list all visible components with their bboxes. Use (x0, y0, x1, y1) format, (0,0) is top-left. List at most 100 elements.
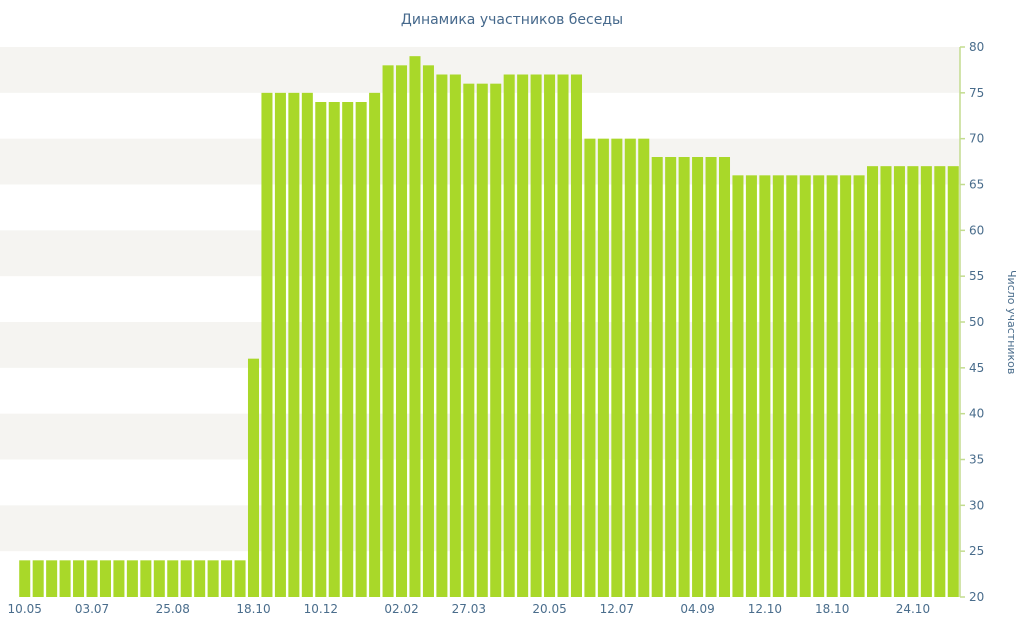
bar (369, 92, 381, 597)
bar (692, 157, 704, 597)
bar (315, 102, 327, 597)
bar (328, 102, 340, 597)
bar (786, 175, 798, 597)
bar (813, 175, 825, 597)
bar (934, 166, 946, 598)
bar (570, 74, 582, 597)
bar (476, 83, 488, 598)
x-tick-label: 12.07 (600, 602, 634, 616)
bar (234, 560, 246, 597)
bar (880, 166, 892, 598)
bar (893, 166, 905, 598)
bar (19, 560, 31, 597)
y-tick-label: 70 (969, 132, 984, 146)
bar (611, 138, 623, 598)
x-tick-label: 10.05 (8, 602, 42, 616)
bar (436, 74, 448, 597)
bar (409, 56, 421, 598)
bar (907, 166, 919, 598)
bar (597, 138, 609, 598)
bar (113, 560, 125, 597)
bar (517, 74, 529, 597)
bar (638, 138, 650, 598)
bar (46, 560, 58, 597)
bar (665, 157, 677, 597)
y-tick-label: 35 (969, 453, 984, 467)
x-tick-label: 24.10 (896, 602, 930, 616)
bar (301, 92, 313, 597)
bar (140, 560, 152, 597)
bar (153, 560, 165, 597)
bar (544, 74, 556, 597)
bar (490, 83, 502, 598)
bar (288, 92, 300, 597)
bar (247, 358, 260, 597)
bar (678, 157, 690, 597)
bar (705, 157, 717, 597)
bar (396, 65, 408, 597)
y-tick-label: 50 (969, 315, 984, 329)
bar (718, 157, 731, 597)
bar (86, 560, 98, 597)
bar (799, 175, 811, 597)
bar (867, 166, 879, 598)
bar (422, 65, 434, 597)
y-tick-label: 80 (969, 40, 984, 54)
x-tick-label: 04.09 (680, 602, 714, 616)
bar (32, 560, 44, 597)
x-tick-label: 10.12 (304, 602, 338, 616)
bar (194, 560, 206, 597)
bar (947, 166, 959, 598)
y-tick-label: 40 (969, 407, 984, 421)
x-tick-label: 12.10 (748, 602, 782, 616)
bar (59, 560, 71, 597)
bar (463, 83, 475, 598)
bar (530, 74, 542, 597)
x-tick-label: 25.08 (156, 602, 190, 616)
bar (557, 74, 569, 597)
bar (772, 175, 784, 597)
x-tick-label: 27.03 (452, 602, 486, 616)
y-tick-label: 30 (969, 498, 984, 512)
bar (355, 102, 367, 597)
bar (180, 560, 192, 597)
bar (99, 560, 111, 597)
bar (732, 175, 744, 597)
bar (382, 65, 394, 597)
y-tick-label: 20 (969, 590, 984, 604)
y-tick-label: 25 (969, 544, 984, 558)
y-tick-label: 65 (969, 178, 984, 192)
bar (73, 560, 85, 597)
bar (759, 175, 771, 597)
chart-title: Динамика участников беседы (400, 12, 624, 28)
x-tick-label: 02.02 (384, 602, 418, 616)
y-tick-label: 60 (969, 223, 984, 237)
bar (826, 175, 838, 597)
bar (853, 175, 865, 597)
bar (342, 102, 354, 597)
y-tick-label: 75 (969, 86, 984, 100)
bar (624, 138, 636, 598)
bar (840, 175, 852, 597)
bar (261, 92, 273, 597)
x-tick-label: 03.07 (75, 602, 109, 616)
x-tick-label: 18.10 (815, 602, 849, 616)
bar (207, 560, 219, 597)
bar (221, 560, 233, 597)
bar (274, 92, 286, 597)
y-tick-label: 55 (969, 269, 984, 283)
bar (126, 560, 138, 597)
bar (745, 175, 757, 597)
y-axis-title: Число участников (1005, 269, 1018, 375)
bar (651, 157, 663, 597)
x-tick-label: 18.10 (236, 602, 270, 616)
bar (167, 560, 179, 597)
bar (449, 74, 461, 597)
bar (920, 166, 932, 598)
bar (503, 74, 515, 597)
y-tick-label: 45 (969, 361, 984, 375)
bar (584, 138, 596, 598)
x-tick-label: 20.05 (532, 602, 566, 616)
